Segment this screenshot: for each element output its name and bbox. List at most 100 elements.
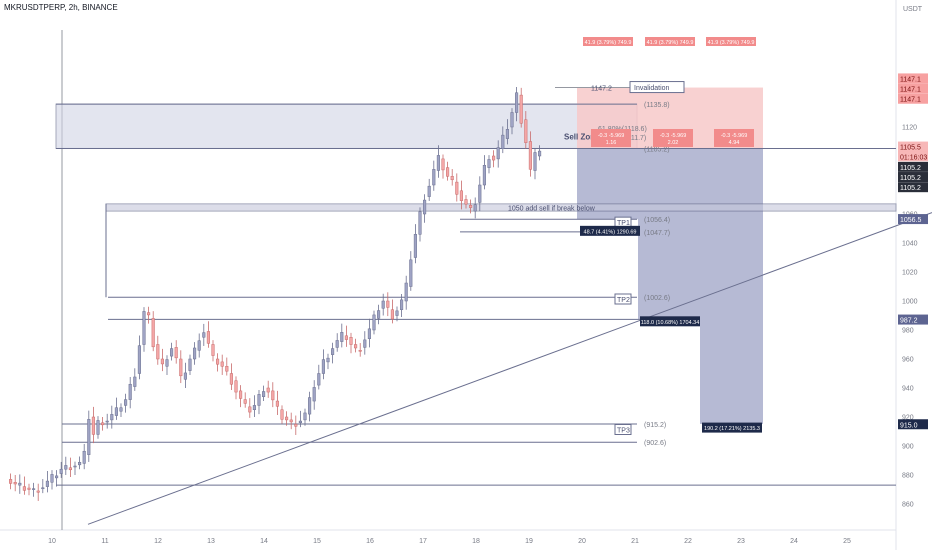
price-badge xyxy=(898,73,928,84)
x-tick-label: 15 xyxy=(313,538,321,545)
profit-area-tp2 xyxy=(638,148,700,320)
candle-body xyxy=(510,112,514,128)
level-label: (902.6) xyxy=(644,440,666,447)
candle-body xyxy=(455,181,459,195)
stop-tag xyxy=(645,37,695,46)
price-badge xyxy=(898,141,928,152)
candle-body xyxy=(27,487,31,490)
y-tick-label: 960 xyxy=(902,357,914,364)
tp2-box xyxy=(614,293,632,305)
y-tick-label: 900 xyxy=(902,444,914,451)
candle-body xyxy=(496,147,500,160)
candle-body xyxy=(147,312,151,316)
candle-body xyxy=(349,337,353,345)
price-badge xyxy=(898,314,928,325)
candle-body xyxy=(45,480,49,487)
candle-body xyxy=(32,488,36,490)
x-tick-label: 25 xyxy=(843,538,851,545)
candle-body xyxy=(418,211,422,235)
pnl-tag xyxy=(714,129,754,147)
stop-tag xyxy=(583,37,633,46)
candle-body xyxy=(538,150,542,157)
target-tag xyxy=(640,316,700,327)
candle-body xyxy=(202,332,206,338)
tp3-box xyxy=(614,424,632,435)
pnl-tag-text: -0.3 -5.969 xyxy=(721,133,748,139)
candle-body xyxy=(487,159,491,168)
tp3-label: TP3 xyxy=(617,428,630,435)
candle-body xyxy=(170,348,174,357)
price-badge xyxy=(898,172,928,183)
invalidation-label: Invalidation xyxy=(634,85,670,92)
x-tick-label: 11 xyxy=(101,538,108,545)
candle-body xyxy=(197,340,201,351)
sell-zone-box xyxy=(55,103,638,149)
candle-body xyxy=(321,359,325,374)
candle-body xyxy=(101,422,105,426)
candle-body xyxy=(395,310,399,316)
candle-body xyxy=(469,205,473,208)
candle-body xyxy=(367,328,371,339)
candle-body xyxy=(381,300,385,309)
candle-body xyxy=(156,344,160,360)
price-badge-text: 1147.1 xyxy=(900,87,921,94)
candle-body xyxy=(216,358,220,365)
candle-body xyxy=(96,420,100,435)
x-tick-label: 10 xyxy=(48,538,56,545)
candle-body xyxy=(289,419,293,423)
candle-body xyxy=(317,373,321,386)
candle-body xyxy=(298,420,302,424)
x-tick-label: 21 xyxy=(631,538,639,545)
candle-body xyxy=(179,358,183,377)
y-tick-label: 920 xyxy=(902,415,914,422)
candle-body xyxy=(248,406,252,413)
candle-body xyxy=(340,332,344,342)
candle-body xyxy=(358,350,362,352)
candle-body xyxy=(137,345,141,374)
pnl-tag-text: 2.02 xyxy=(668,140,679,146)
candle-body xyxy=(234,380,238,393)
candle-body xyxy=(515,92,519,113)
tp1-label: TP1 xyxy=(617,220,630,227)
candle-body xyxy=(432,169,436,186)
price-badge-text: 1105.5 xyxy=(900,145,921,152)
candle-body xyxy=(114,407,118,416)
candle-body xyxy=(441,158,445,171)
candle-body xyxy=(344,335,348,340)
x-tick-label: 18 xyxy=(472,538,480,545)
candle-body xyxy=(528,141,532,170)
candle-body xyxy=(519,94,523,124)
tp2-label: TP2 xyxy=(617,297,630,304)
candle-body xyxy=(266,387,270,393)
level-label: (1002.6) xyxy=(644,295,670,302)
candle-body xyxy=(41,487,45,490)
candle-body xyxy=(110,414,114,421)
candle-body xyxy=(91,416,95,435)
candle-body xyxy=(505,129,509,139)
currency-label: USDT xyxy=(903,6,923,13)
candle-body xyxy=(55,475,59,479)
candle-body xyxy=(225,366,229,372)
candle-body xyxy=(473,204,477,212)
candle-body xyxy=(427,185,431,197)
price-badge-text: 1147.1 xyxy=(900,97,921,104)
y-tick-label: 1040 xyxy=(902,241,918,248)
candle-body xyxy=(151,318,155,348)
x-tick-label: 24 xyxy=(790,538,798,545)
candle-body xyxy=(450,176,454,181)
candle-body xyxy=(59,468,63,474)
add-sell-label: 1050 add sell if break below xyxy=(508,205,596,212)
y-tick-label: 880 xyxy=(902,473,914,480)
level-label: (1135.8) xyxy=(644,102,670,109)
chart-title: MKRUSDTPERP, 2h, BINANCE xyxy=(4,3,118,12)
price-badge-text: 1147.1 xyxy=(900,76,921,83)
price-badge-text: 01:16:03 xyxy=(900,154,927,161)
x-tick-label: 13 xyxy=(207,538,215,545)
candle-body xyxy=(73,465,77,468)
price-badge xyxy=(898,419,928,430)
level-label: (1056.4) xyxy=(644,217,670,224)
candle-body xyxy=(271,390,275,401)
candle-body xyxy=(206,331,210,344)
candle-body xyxy=(13,482,17,485)
